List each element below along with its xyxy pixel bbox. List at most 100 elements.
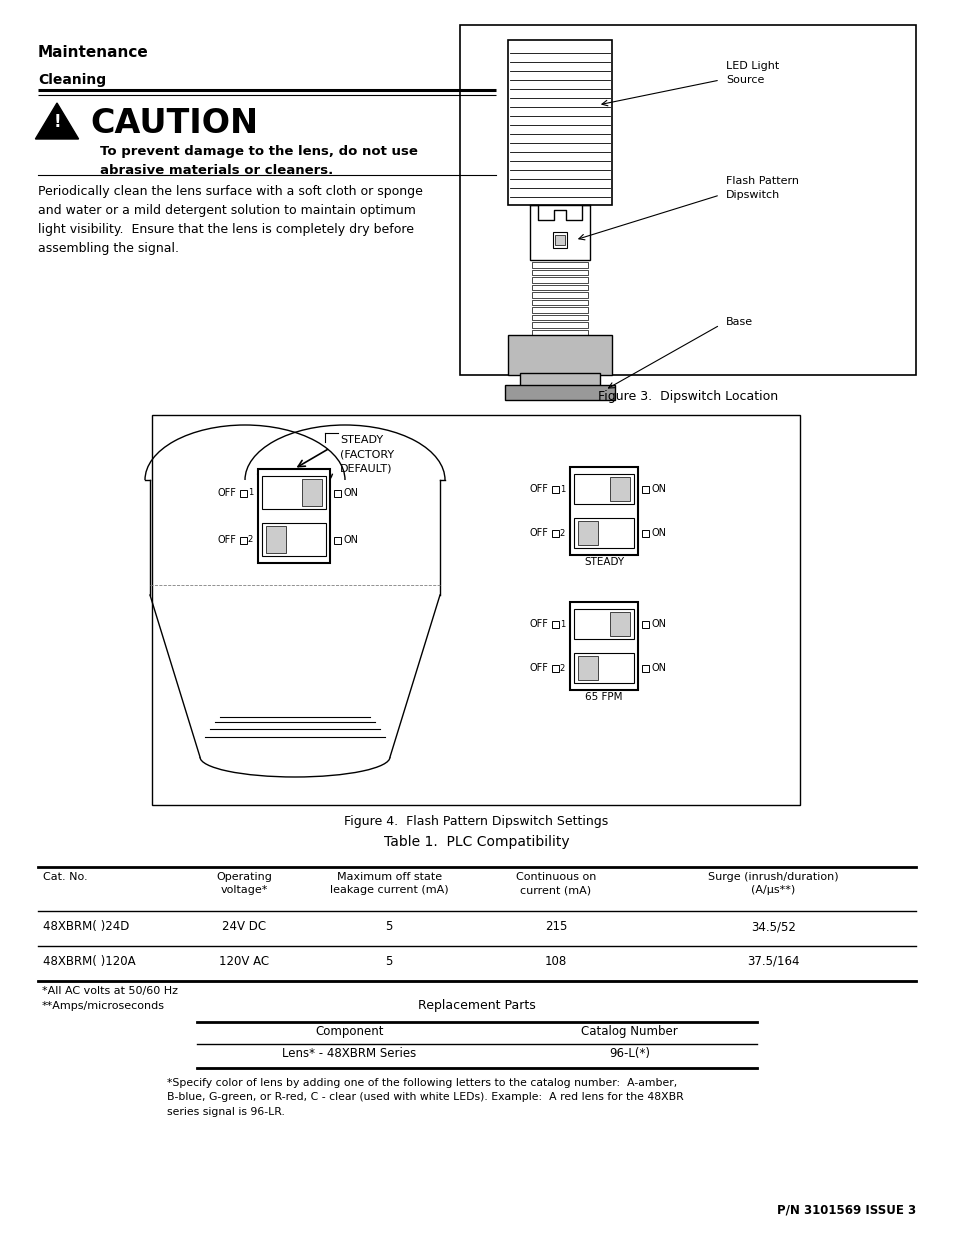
Bar: [507, 40, 612, 205]
Bar: [641, 487, 648, 493]
Bar: [266, 526, 286, 553]
Text: Table 1.  PLC Compatibility: Table 1. PLC Compatibility: [384, 835, 569, 848]
Text: Operating
voltage*: Operating voltage*: [216, 872, 272, 895]
Text: Figure 4.  Flash Pattern Dipswitch Settings: Figure 4. Flash Pattern Dipswitch Settin…: [343, 815, 607, 827]
Bar: [504, 385, 615, 400]
Text: To prevent damage to the lens, do not use
abrasive materials or cleaners.: To prevent damage to the lens, do not us…: [100, 144, 417, 177]
Text: 65 FPM: 65 FPM: [584, 692, 622, 701]
Text: OFF: OFF: [217, 488, 235, 498]
Bar: [552, 664, 558, 672]
Bar: [552, 621, 558, 629]
Bar: [302, 479, 322, 506]
Bar: [459, 25, 915, 375]
Text: !: !: [53, 114, 61, 131]
Bar: [532, 269, 587, 275]
Bar: [641, 621, 648, 629]
Bar: [262, 522, 326, 556]
Bar: [532, 293, 587, 298]
Text: OFF: OFF: [529, 619, 547, 629]
Bar: [532, 277, 587, 283]
Text: Figure 3.  Dipswitch Location: Figure 3. Dipswitch Location: [598, 390, 778, 403]
Bar: [578, 521, 598, 545]
Text: 24V DC: 24V DC: [222, 920, 266, 932]
Text: Component: Component: [315, 1025, 383, 1037]
Text: 5: 5: [385, 955, 393, 968]
Text: Maximum off state
leakage current (mA): Maximum off state leakage current (mA): [330, 872, 448, 895]
Text: ON: ON: [651, 663, 666, 673]
Text: 215: 215: [544, 920, 567, 932]
Text: 1: 1: [559, 620, 564, 629]
Bar: [240, 537, 247, 543]
Text: Base: Base: [725, 317, 752, 327]
Bar: [262, 475, 326, 509]
Bar: [532, 322, 587, 327]
Text: Flash Pattern
Dipswitch: Flash Pattern Dipswitch: [725, 177, 799, 200]
Text: CAUTION: CAUTION: [90, 107, 258, 140]
Bar: [578, 656, 598, 680]
Text: 2: 2: [559, 663, 564, 673]
Bar: [240, 490, 247, 496]
Bar: [532, 308, 587, 312]
Bar: [532, 300, 587, 305]
Text: 108: 108: [544, 955, 566, 968]
Text: ON: ON: [344, 488, 358, 498]
Text: 48XBRM( )120A: 48XBRM( )120A: [43, 955, 135, 968]
Text: 5: 5: [385, 920, 393, 932]
Bar: [574, 609, 634, 638]
Bar: [152, 415, 800, 805]
Text: *All AC volts at 50/60 Hz: *All AC volts at 50/60 Hz: [42, 986, 178, 995]
Bar: [641, 664, 648, 672]
Bar: [569, 601, 638, 690]
Text: OFF: OFF: [529, 529, 547, 538]
Bar: [519, 373, 599, 387]
Text: 34.5/52: 34.5/52: [750, 920, 795, 932]
Bar: [555, 235, 564, 245]
Bar: [569, 467, 638, 555]
Bar: [609, 613, 629, 636]
Text: ON: ON: [651, 529, 666, 538]
Text: Surge (inrush/duration)
(A/μs**): Surge (inrush/duration) (A/μs**): [707, 872, 838, 895]
Bar: [257, 469, 330, 563]
Text: 120V AC: 120V AC: [219, 955, 269, 968]
Text: ON: ON: [344, 535, 358, 545]
Text: 2: 2: [559, 529, 564, 537]
Text: Periodically clean the lens surface with a soft cloth or sponge
and water or a m: Periodically clean the lens surface with…: [38, 185, 422, 254]
Text: STEADY
(FACTORY
DEFAULT): STEADY (FACTORY DEFAULT): [339, 435, 394, 473]
Text: OFF: OFF: [217, 535, 235, 545]
Bar: [532, 285, 587, 290]
Polygon shape: [35, 103, 78, 140]
Text: P/N 3101569 ISSUE 3: P/N 3101569 ISSUE 3: [776, 1204, 915, 1216]
Text: **Amps/microseconds: **Amps/microseconds: [42, 1002, 165, 1011]
Bar: [532, 315, 587, 320]
Bar: [334, 490, 340, 496]
Bar: [553, 232, 566, 248]
Bar: [507, 335, 612, 375]
Bar: [574, 653, 634, 683]
Text: 1: 1: [559, 484, 564, 494]
Bar: [334, 537, 340, 543]
Text: Continuous on
current (mA): Continuous on current (mA): [516, 872, 596, 895]
Text: Catalog Number: Catalog Number: [580, 1025, 678, 1037]
Text: 96-L(*): 96-L(*): [608, 1047, 649, 1060]
Bar: [532, 262, 587, 268]
Text: *Specify color of lens by adding one of the following letters to the catalog num: *Specify color of lens by adding one of …: [167, 1078, 683, 1116]
Text: ON: ON: [651, 484, 666, 494]
Bar: [574, 474, 634, 504]
Text: STEADY: STEADY: [583, 557, 623, 567]
Text: 1: 1: [248, 488, 253, 496]
Bar: [552, 530, 558, 537]
Text: Replacement Parts: Replacement Parts: [417, 999, 536, 1011]
Text: OFF: OFF: [529, 484, 547, 494]
Text: Maintenance: Maintenance: [38, 44, 149, 61]
Text: Cleaning: Cleaning: [38, 73, 106, 86]
Text: Cat. No.: Cat. No.: [43, 872, 88, 882]
Bar: [552, 487, 558, 493]
Text: LED Light
Source: LED Light Source: [725, 62, 779, 85]
Text: OFF: OFF: [529, 663, 547, 673]
Bar: [574, 517, 634, 548]
Bar: [641, 530, 648, 537]
Bar: [530, 205, 589, 261]
Bar: [609, 477, 629, 501]
Text: ON: ON: [651, 619, 666, 629]
Bar: [532, 330, 587, 335]
